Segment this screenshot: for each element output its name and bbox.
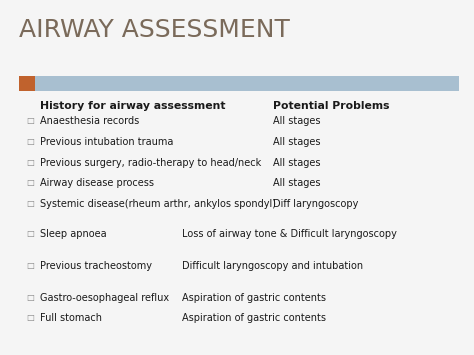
Text: History for airway assessment: History for airway assessment — [40, 101, 226, 111]
Text: □: □ — [26, 261, 34, 270]
Text: □: □ — [26, 229, 34, 238]
Text: Sleep apnoea: Sleep apnoea — [40, 229, 107, 239]
Text: □: □ — [26, 293, 34, 302]
Text: □: □ — [26, 158, 34, 166]
Text: Systemic disease(rheum arthr, ankylos spondyl): Systemic disease(rheum arthr, ankylos sp… — [40, 199, 276, 209]
Text: □: □ — [26, 178, 34, 187]
Text: □: □ — [26, 116, 34, 125]
Text: □: □ — [26, 137, 34, 146]
Text: All stages: All stages — [273, 158, 320, 168]
Text: Previous tracheostomy: Previous tracheostomy — [40, 261, 152, 271]
Text: Anaesthesia records: Anaesthesia records — [40, 116, 139, 126]
Text: All stages: All stages — [273, 137, 320, 147]
Text: Previous intubation trauma: Previous intubation trauma — [40, 137, 173, 147]
Text: Loss of airway tone & Difficult laryngoscopy: Loss of airway tone & Difficult laryngos… — [182, 229, 397, 239]
FancyBboxPatch shape — [35, 76, 459, 91]
Text: Full stomach: Full stomach — [40, 313, 102, 323]
Text: Diff laryngoscopy: Diff laryngoscopy — [273, 199, 358, 209]
Text: Aspiration of gastric contents: Aspiration of gastric contents — [182, 293, 327, 303]
Text: Gastro-oesophageal reflux: Gastro-oesophageal reflux — [40, 293, 169, 303]
Text: All stages: All stages — [273, 116, 320, 126]
Text: Aspiration of gastric contents: Aspiration of gastric contents — [182, 313, 327, 323]
Text: All stages: All stages — [273, 178, 320, 188]
Text: Difficult laryngoscopy and intubation: Difficult laryngoscopy and intubation — [182, 261, 364, 271]
Text: Potential Problems: Potential Problems — [273, 101, 389, 111]
Text: Airway disease process: Airway disease process — [40, 178, 155, 188]
Text: □: □ — [26, 313, 34, 322]
Text: Previous surgery, radio-therapy to head/neck: Previous surgery, radio-therapy to head/… — [40, 158, 262, 168]
Text: AIRWAY ASSESSMENT: AIRWAY ASSESSMENT — [19, 18, 290, 42]
FancyBboxPatch shape — [19, 76, 35, 91]
Text: □: □ — [26, 199, 34, 208]
